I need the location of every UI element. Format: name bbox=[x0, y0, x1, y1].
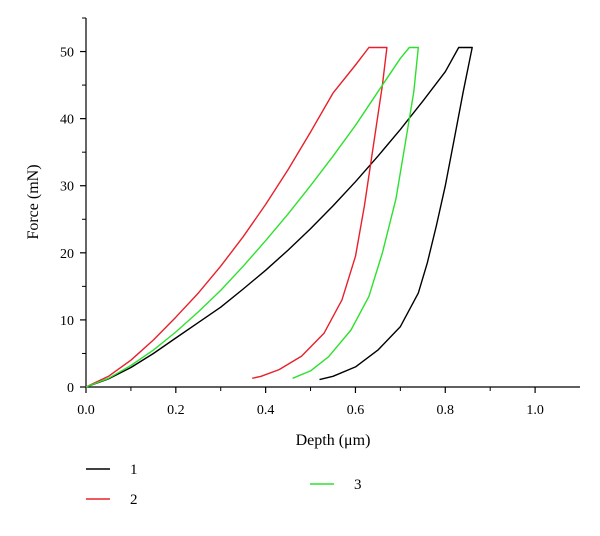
legend: 1 2 3 bbox=[86, 462, 362, 508]
y-axis: 0 10 20 30 40 50 bbox=[60, 17, 87, 396]
legend-label-2: 2 bbox=[130, 492, 138, 508]
legend-label-1: 1 bbox=[130, 462, 138, 478]
y-tick-label: 50 bbox=[60, 46, 74, 61]
series-line-2 bbox=[85, 46, 388, 388]
x-axis: 0.0 0.2 0.4 0.6 0.8 1.0 bbox=[77, 386, 580, 418]
y-tick-label: 10 bbox=[60, 314, 74, 329]
y-tick-label: 20 bbox=[60, 247, 74, 262]
x-tick-label: 0.0 bbox=[77, 403, 95, 418]
y-axis-title: Force (mN) bbox=[25, 164, 42, 239]
x-tick-label: 0.4 bbox=[257, 403, 275, 418]
series-group bbox=[85, 46, 473, 388]
x-tick-label: 0.2 bbox=[167, 403, 185, 418]
y-tick-label: 30 bbox=[60, 180, 74, 195]
series-line-3 bbox=[85, 46, 419, 388]
x-tick-label: 0.8 bbox=[437, 403, 455, 418]
x-ticks: 0.0 0.2 0.4 0.6 0.8 1.0 bbox=[77, 387, 544, 418]
y-tick-label: 40 bbox=[60, 113, 74, 128]
x-axis-title: Depth (μm) bbox=[296, 432, 371, 449]
y-ticks: 0 10 20 30 40 50 bbox=[60, 17, 86, 396]
x-tick-label: 0.6 bbox=[347, 403, 365, 418]
x-tick-label: 1.0 bbox=[526, 403, 544, 418]
legend-label-3: 3 bbox=[354, 477, 362, 493]
series-line-1 bbox=[85, 46, 473, 388]
y-tick-label: 0 bbox=[67, 381, 74, 396]
